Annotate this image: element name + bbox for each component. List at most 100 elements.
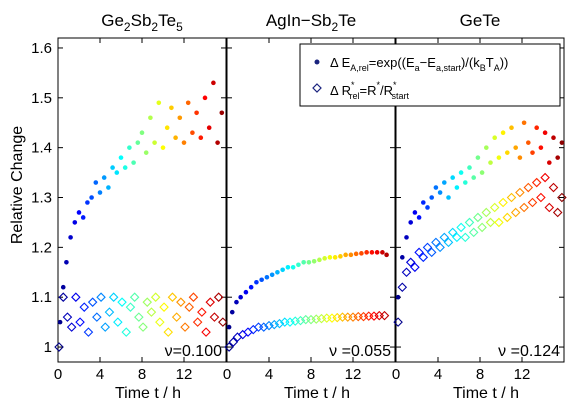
data-point-energy: [139, 130, 145, 136]
data-point-energy: [127, 145, 132, 150]
data-point-resistance: [422, 242, 433, 253]
data-point-resistance: [401, 267, 412, 278]
data-point-resistance: [264, 320, 274, 331]
data-point-resistance: [552, 207, 563, 218]
x-tick-label: 8: [138, 366, 146, 383]
y-tick-label: 1.5: [31, 90, 52, 107]
data-point-energy: [530, 150, 535, 155]
data-point-energy: [173, 135, 178, 140]
data-point-resistance: [393, 317, 403, 327]
data-point-resistance: [237, 329, 248, 340]
data-point-resistance: [452, 232, 462, 243]
data-point-resistance: [113, 317, 123, 327]
data-point-resistance: [460, 232, 471, 243]
data-point-resistance: [515, 187, 525, 198]
data-point-resistance: [228, 337, 239, 347]
data-point-energy: [135, 140, 141, 145]
panel-title-2: AgIn−Sb2Te: [266, 11, 356, 34]
data-point-resistance: [295, 315, 306, 326]
data-point-energy: [211, 80, 216, 86]
data-point-resistance: [218, 317, 228, 327]
data-point-energy: [93, 180, 99, 185]
data-point-resistance: [540, 172, 550, 183]
data-point-energy: [317, 257, 322, 263]
data-point-energy: [496, 155, 502, 160]
data-point-resistance: [418, 252, 429, 263]
data-point-energy: [234, 299, 239, 305]
data-point-energy: [131, 160, 136, 165]
data-point-energy: [254, 279, 259, 285]
data-point-energy: [555, 155, 560, 160]
data-point-resistance: [209, 312, 220, 322]
data-point-resistance: [58, 292, 69, 302]
data-point-resistance: [274, 318, 285, 329]
data-point-resistance: [506, 192, 517, 203]
data-point-energy: [408, 220, 414, 225]
data-point-resistance: [426, 247, 437, 258]
nu-annotation: ν =0.124: [498, 343, 560, 360]
data-point-resistance: [134, 312, 144, 322]
data-point-energy: [384, 252, 389, 258]
data-point-resistance: [435, 242, 445, 253]
data-point-resistance: [159, 302, 169, 312]
data-point-energy: [185, 100, 191, 106]
data-point-energy: [538, 145, 544, 150]
data-point-resistance: [104, 307, 115, 317]
data-point-energy: [433, 185, 439, 190]
data-point-energy: [229, 309, 235, 315]
data-point-resistance: [397, 282, 408, 293]
data-point-resistance: [248, 324, 259, 335]
data-point-energy: [68, 235, 73, 240]
data-point-energy: [264, 274, 270, 280]
data-point-resistance: [138, 322, 148, 332]
y-tick-label: 1.2: [31, 239, 52, 256]
data-point-resistance: [62, 312, 73, 322]
y-tick-label: 1: [44, 339, 52, 356]
legend-diamond-marker: [312, 83, 322, 93]
data-point-resistance: [536, 192, 546, 203]
data-point-resistance: [443, 237, 454, 248]
data-point-energy: [148, 115, 153, 121]
data-point-resistance: [205, 297, 216, 307]
x-tick-label: 4: [96, 366, 104, 383]
data-point-resistance: [494, 217, 504, 228]
data-point-energy: [280, 267, 285, 273]
data-point-energy: [425, 205, 430, 210]
data-point-energy: [332, 255, 338, 260]
data-point-resistance: [431, 237, 441, 248]
data-point-resistance: [439, 232, 450, 243]
data-point-energy: [404, 235, 409, 240]
data-point-resistance: [285, 317, 295, 327]
data-point-resistance: [414, 247, 424, 258]
data-point-resistance: [473, 212, 483, 223]
data-point-energy: [60, 284, 66, 290]
data-point-resistance: [502, 212, 513, 223]
data-point-energy: [484, 145, 489, 150]
data-point-energy: [429, 195, 435, 200]
data-point-resistance: [544, 202, 555, 213]
data-point-resistance: [485, 217, 496, 228]
data-point-resistance: [489, 202, 500, 213]
data-point-energy: [467, 165, 472, 170]
data-point-resistance: [410, 262, 420, 273]
data-point-resistance: [258, 322, 269, 332]
data-point-energy: [226, 324, 232, 330]
data-point-energy: [442, 180, 447, 185]
legend-resist-label: Δ R* rel=R*/R* start: [330, 80, 410, 101]
data-point-resistance: [184, 302, 195, 312]
data-point-energy: [152, 140, 157, 145]
data-point-energy: [479, 170, 485, 175]
data-point-energy: [206, 125, 212, 131]
x-tick-label: 0: [223, 366, 231, 383]
data-point-energy: [80, 215, 86, 220]
x-tick-label: 4: [434, 366, 442, 383]
data-point-energy: [290, 264, 296, 270]
data-point-energy: [400, 255, 405, 260]
data-point-energy: [458, 170, 464, 175]
data-point-resistance: [180, 322, 190, 332]
x-axis-label: Time t / h: [284, 385, 350, 402]
y-tick-label: 1.6: [31, 40, 52, 57]
data-point-energy: [89, 195, 94, 200]
data-point-resistance: [243, 327, 253, 337]
data-point-resistance: [163, 327, 174, 337]
